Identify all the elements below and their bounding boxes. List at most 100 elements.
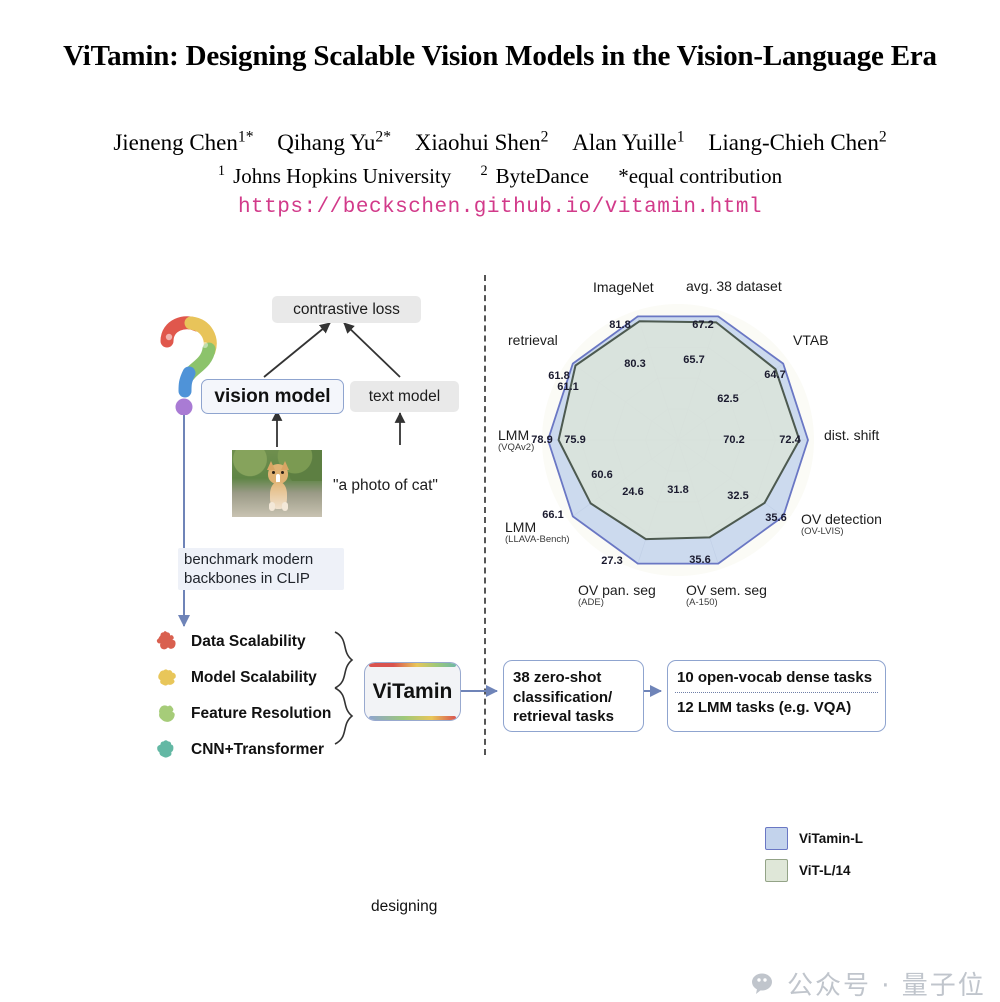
chart-legend: ViTamin-L ViT-L/14 bbox=[765, 827, 863, 891]
equal-contribution-note: *equal contribution bbox=[618, 164, 783, 188]
value-label: 64.7 bbox=[764, 369, 786, 381]
task-right-line1: 10 open-vocab dense tasks bbox=[677, 669, 873, 686]
cat-photo-thumbnail bbox=[232, 450, 322, 517]
legend-swatch bbox=[765, 859, 788, 882]
value-label: 67.2 bbox=[692, 319, 714, 331]
value-label: 27.3 bbox=[601, 555, 623, 567]
affiliation-entry: 1 Johns Hopkins University bbox=[217, 163, 459, 188]
value-label: 70.2 bbox=[723, 434, 745, 446]
affiliation-entry: 2 ByteDance bbox=[481, 163, 597, 188]
puzzle-piece-icon bbox=[158, 669, 176, 686]
puzzle-piece-icon bbox=[159, 705, 175, 722]
value-label: 72.4 bbox=[779, 434, 801, 446]
vitamin-label: ViTamin bbox=[372, 679, 453, 703]
legend-item-vitamin-l[interactable]: ViTamin-L bbox=[765, 827, 863, 850]
author-entry: Jieneng Chen1* bbox=[113, 128, 254, 155]
scalability-item-model[interactable]: Model Scalability bbox=[155, 665, 317, 691]
value-label: 24.6 bbox=[622, 486, 644, 498]
author-sup: 1 bbox=[676, 128, 685, 145]
wechat-icon bbox=[752, 973, 772, 994]
scalability-label: Data Scalability bbox=[191, 633, 306, 650]
text-model-node[interactable]: text model bbox=[350, 381, 459, 412]
value-label: 66.1 bbox=[542, 509, 564, 521]
page-title: ViTamin: Designing Scalable Vision Model… bbox=[63, 40, 937, 72]
puzzle-piece-icon bbox=[156, 631, 176, 650]
legend-label: ViT-L/14 bbox=[799, 863, 851, 878]
axis-label-text: OV sem. seg bbox=[686, 582, 767, 598]
contrastive-loss-label: contrastive loss bbox=[293, 300, 400, 318]
axis-label-ov-sem-seg: OV sem. seg (A-150) bbox=[686, 583, 767, 608]
author-name: Xiaohui Shen bbox=[414, 129, 541, 155]
author-name: Alan Yuille bbox=[572, 129, 677, 155]
affiliation-list: 1 Johns Hopkins University 2 ByteDance *eq… bbox=[0, 163, 1000, 189]
text-model-label: text model bbox=[368, 387, 441, 405]
legend-swatch bbox=[765, 827, 788, 850]
designing-label: designing bbox=[371, 898, 438, 915]
watermark-text: 公众号 · 量子位 bbox=[787, 971, 986, 1001]
vision-model-label: vision model bbox=[214, 385, 331, 407]
value-label: 31.8 bbox=[667, 484, 689, 496]
author-entry: Qihang Yu2* bbox=[277, 128, 392, 155]
author-list: Jieneng Chen1* Qihang Yu2* Xiaohui Shen2… bbox=[0, 128, 1000, 156]
zero-shot-tasks-box[interactable]: 38 zero-shot classification/ retrieval t… bbox=[503, 660, 644, 732]
question-mark-puzzle-icon bbox=[160, 316, 217, 415]
vitamin-bottom-stripe bbox=[369, 716, 456, 720]
axis-sublabel-text: (VQAv2) bbox=[498, 441, 535, 453]
author-entry: Liang-Chieh Chen2 bbox=[708, 128, 887, 155]
author-entry: Alan Yuille1 bbox=[572, 128, 685, 155]
scalability-item-resolution[interactable]: Feature Resolution bbox=[155, 701, 331, 727]
benchmark-note-line2: backbones in CLIP bbox=[184, 570, 310, 588]
axis-label-ov-detection: OV detection (OV-LVIS) bbox=[801, 512, 882, 537]
author-name: Qihang Yu bbox=[277, 129, 376, 155]
value-label: 75.9 bbox=[564, 434, 586, 446]
dense-lmm-tasks-box[interactable]: 10 open-vocab dense tasks 12 LMM tasks (… bbox=[667, 660, 886, 732]
axis-label-vtab: VTAB bbox=[793, 333, 829, 348]
radar-chart: ImageNet avg. 38 dataset VTAB dist. shif… bbox=[490, 265, 1000, 761]
axis-label-lmm-vqav2: LMM (VQAv2) bbox=[498, 428, 534, 453]
axis-sublabel-text: (LLAVA-Bench) bbox=[505, 533, 570, 545]
image-caption-text: "a photo of cat" bbox=[333, 477, 438, 495]
project-url-link[interactable]: https://beckschen.github.io/vitamin.html bbox=[237, 196, 763, 219]
author-name: Jieneng Chen bbox=[113, 129, 238, 155]
axis-label-text: dist. shift bbox=[824, 427, 880, 443]
task-left-line3: retrieval tasks bbox=[513, 708, 614, 725]
benchmark-note-line1: benchmark modern bbox=[184, 551, 314, 568]
value-label: 61.1 bbox=[557, 381, 579, 393]
axis-label-dist-shift: dist. shift bbox=[824, 428, 879, 443]
value-label: 35.6 bbox=[689, 554, 711, 566]
radar-chart-svg bbox=[542, 304, 814, 576]
affiliation-sup: 1 bbox=[217, 163, 226, 179]
axis-label-text: OV detection bbox=[801, 511, 882, 527]
author-sup: 2* bbox=[375, 128, 392, 145]
legend-item-vit-l14[interactable]: ViT-L/14 bbox=[765, 859, 863, 882]
scalability-label: Model Scalability bbox=[191, 669, 317, 686]
benchmark-note: benchmark modern backbones in CLIP bbox=[178, 548, 344, 591]
axis-label-text: avg. 38 dataset bbox=[686, 278, 782, 294]
vision-model-node[interactable]: vision model bbox=[201, 379, 344, 414]
contrastive-loss-node[interactable]: contrastive loss bbox=[272, 296, 421, 323]
axis-label-text: ImageNet bbox=[593, 279, 654, 295]
scalability-label: CNN+Transformer bbox=[191, 741, 325, 758]
axis-label-ov-pan-seg: OV pan. seg (ADE) bbox=[578, 583, 656, 608]
axis-sublabel-text: (OV-LVIS) bbox=[801, 525, 844, 537]
value-label: 35.6 bbox=[765, 512, 787, 524]
value-label: 81.8 bbox=[609, 319, 631, 331]
author-sup: 1* bbox=[237, 128, 254, 145]
value-label: 80.3 bbox=[624, 358, 646, 370]
affiliation-name: ByteDance bbox=[495, 164, 589, 188]
author-sup: 2 bbox=[878, 128, 887, 145]
author-entry: Xiaohui Shen2 bbox=[414, 128, 549, 155]
axis-label-imagenet: ImageNet bbox=[593, 280, 654, 295]
task-left-line1: 38 zero-shot bbox=[513, 669, 602, 686]
vitamin-node[interactable]: ViTamin bbox=[364, 662, 461, 721]
axis-label-text: VTAB bbox=[793, 332, 829, 348]
value-label: 62.5 bbox=[717, 393, 739, 405]
scalability-item-architecture[interactable]: CNN+Transformer bbox=[155, 737, 324, 763]
puzzle-piece-icon bbox=[157, 740, 174, 758]
task-right-separator bbox=[675, 691, 878, 693]
value-label: 78.9 bbox=[531, 434, 553, 446]
axis-label-text: LMM bbox=[505, 519, 537, 535]
task-left-line2: classification/ bbox=[513, 688, 613, 706]
caption-label: "a photo of cat" bbox=[333, 477, 438, 494]
scalability-item-data[interactable]: Data Scalability bbox=[155, 629, 306, 655]
